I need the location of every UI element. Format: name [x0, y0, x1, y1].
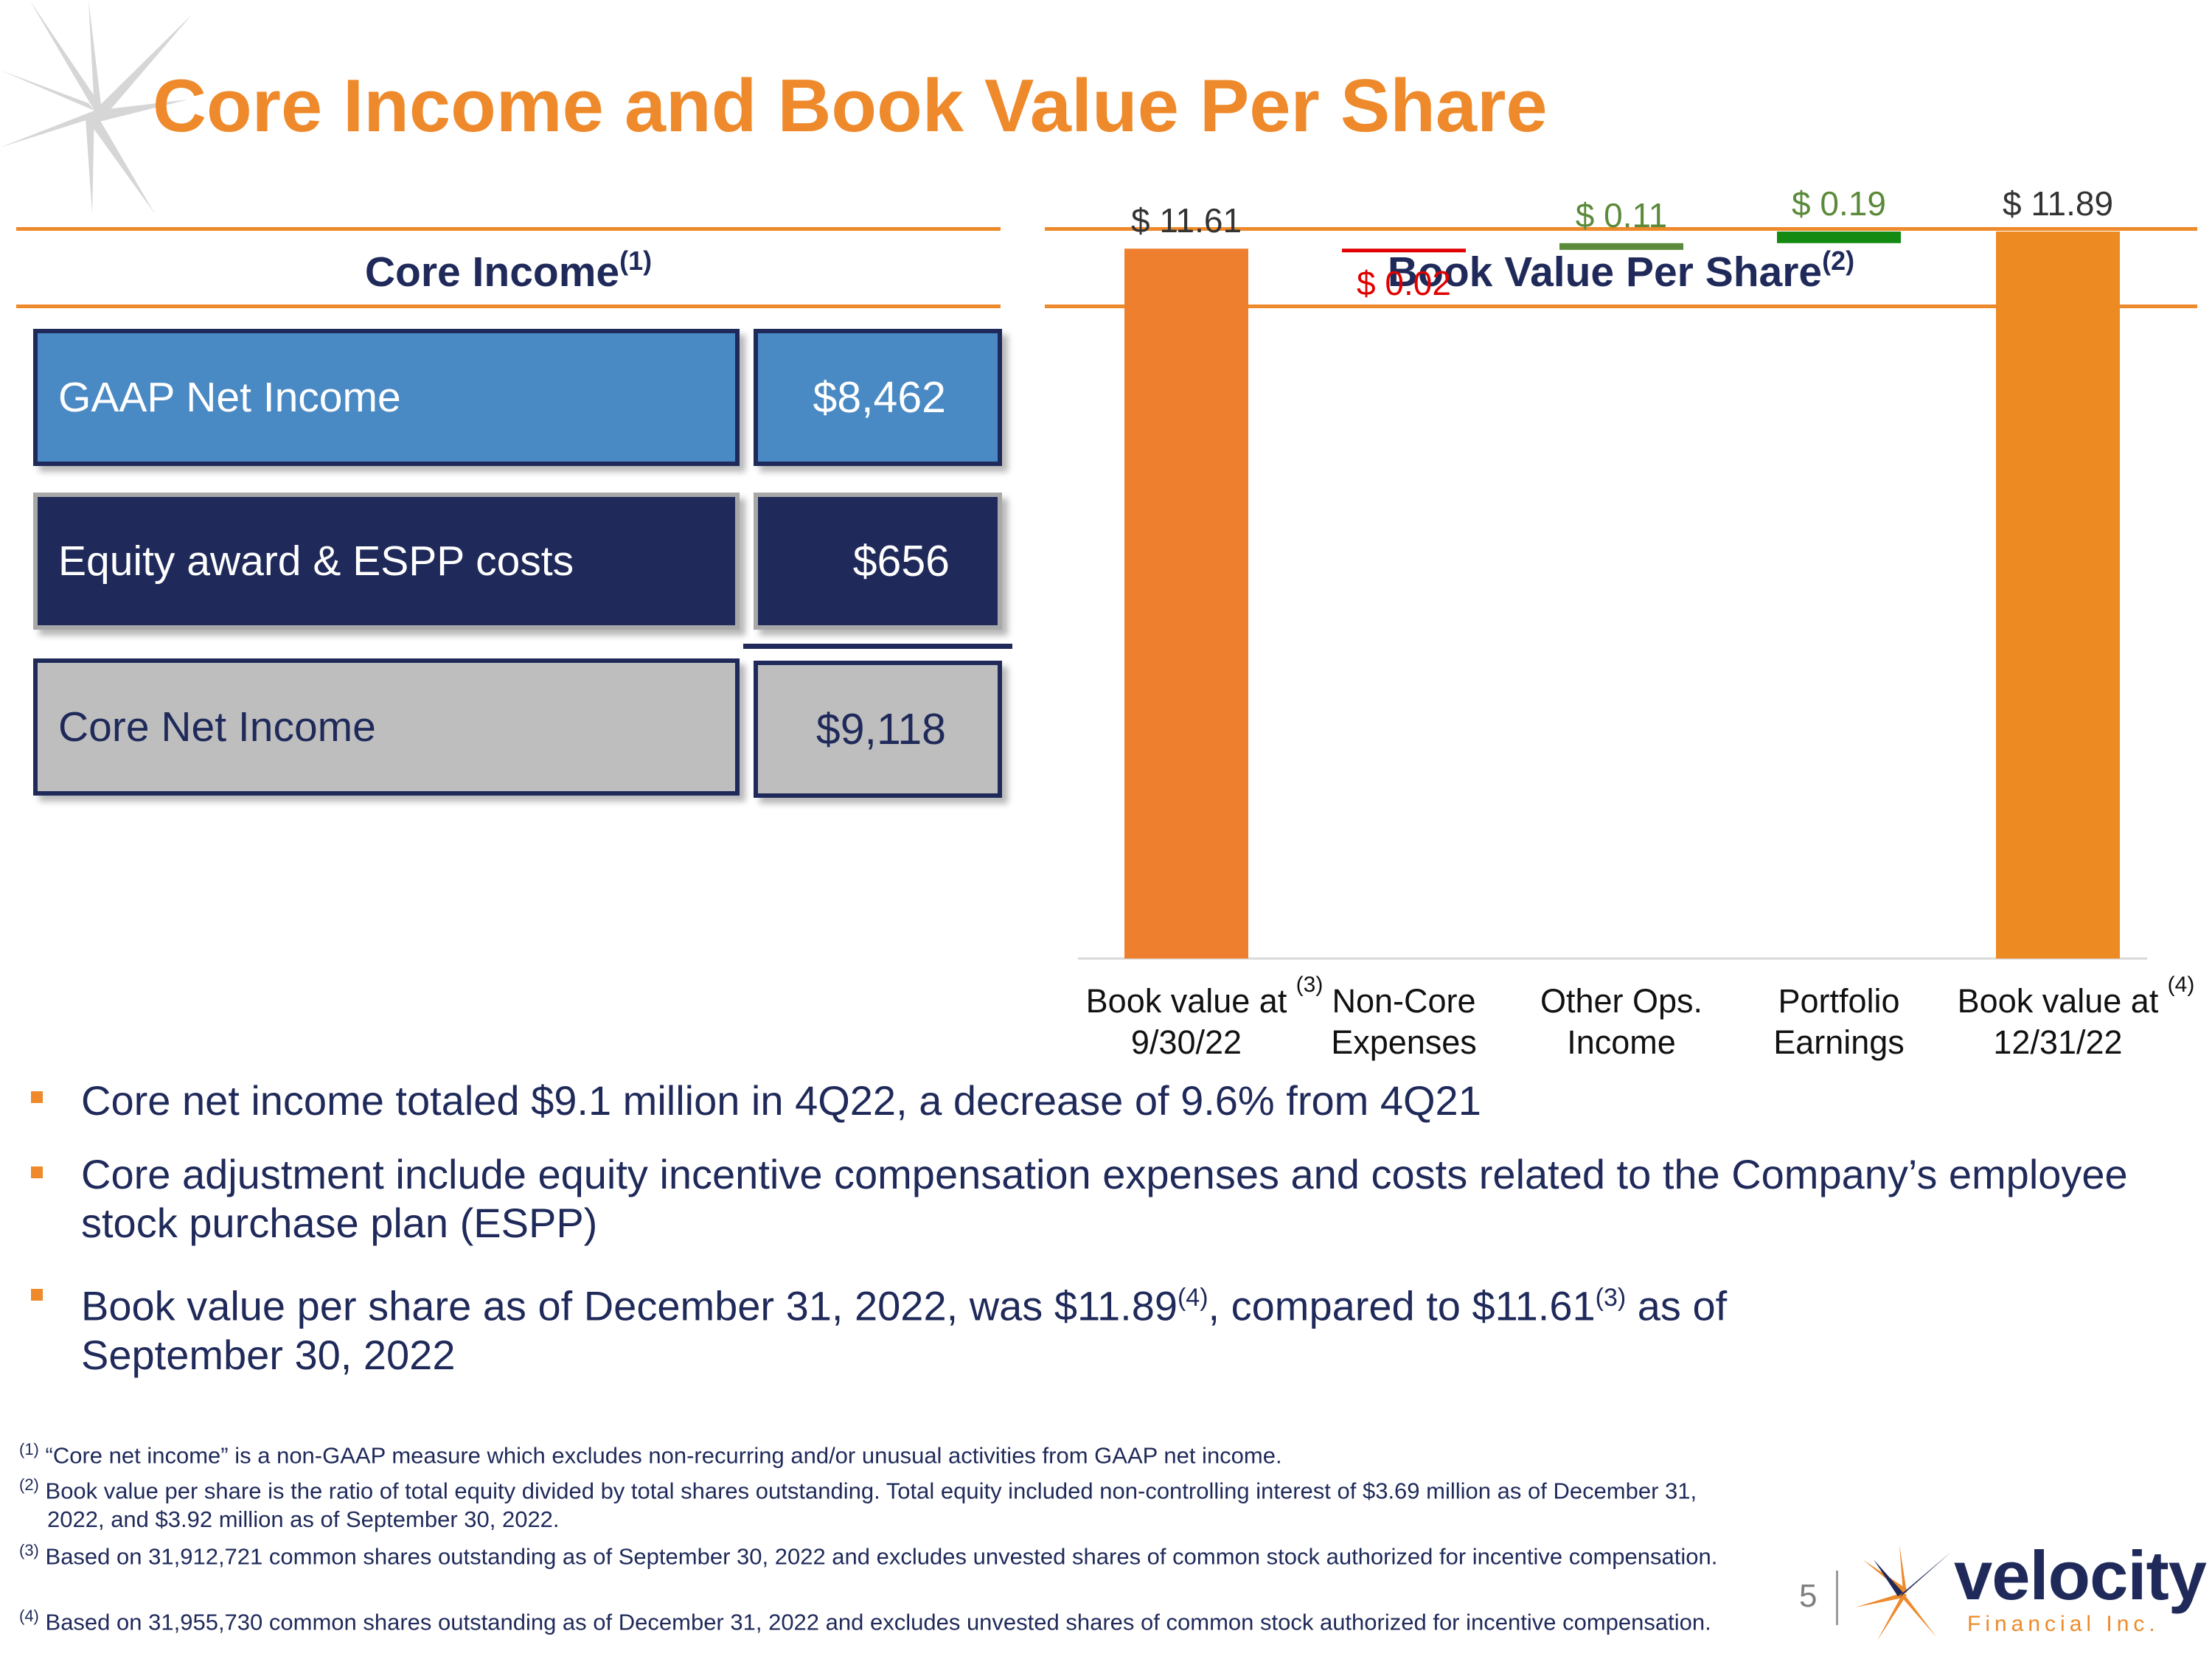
gaap-net-income-value: $8,462	[813, 373, 946, 422]
page-title: Core Income and Book Value Per Share	[153, 65, 1548, 147]
gaap-net-income-label-box: GAAP Net Income	[33, 329, 740, 466]
bullet-1: Core net income totaled $9.1 million in …	[81, 1077, 1481, 1124]
core-income-top-rule	[16, 227, 1001, 231]
page-number-divider	[1836, 1571, 1838, 1625]
category-label-4-line-2: Earnings	[1773, 1023, 1905, 1061]
footnote-1-marker: (1)	[19, 1440, 39, 1458]
core-net-income-label: Core Net Income	[58, 703, 376, 751]
category-sup-5: (4)	[2168, 973, 2195, 997]
core-income-bottom-rule	[16, 305, 1001, 308]
footnote-3-marker: (3)	[19, 1541, 39, 1559]
core-income-heading: Core Income(1)	[16, 246, 1001, 296]
book-value-heading-sup: (2)	[1822, 246, 1855, 276]
bullet-marker-1	[31, 1091, 43, 1103]
core-net-income-value-box: $9,118	[754, 661, 1002, 798]
category-label-4-line-1: Portfolio	[1778, 982, 1899, 1020]
page-number: 5	[1799, 1578, 1818, 1614]
bullet-3-sup-a: (4)	[1177, 1284, 1208, 1312]
data-label-5: $ 11.89	[2003, 184, 2113, 223]
core-income-heading-text: Core Income	[364, 248, 620, 296]
core-net-income-value: $9,118	[815, 705, 946, 754]
bullet-marker-3	[31, 1289, 43, 1301]
gaap-net-income-value-box: $8,462	[754, 329, 1002, 466]
category-label-3-line-1: Other Ops.	[1540, 982, 1703, 1020]
core-net-income-label-box: Core Net Income	[33, 658, 740, 796]
bullet-3-part-a: Book value per share as of December 31, …	[81, 1282, 1178, 1329]
bullet-3-sup-b: (3)	[1595, 1284, 1627, 1312]
bar-4	[1777, 232, 1901, 243]
book-value-heading-text: Book Value Per Share	[1387, 248, 1823, 296]
footnote-2: (2) Book value per share is the ratio of…	[19, 1470, 1728, 1534]
footnote-3-text: Based on 31,912,721 common shares outsta…	[45, 1543, 1718, 1570]
equity-award-label-box: Equity award & ESPP costs	[33, 493, 740, 630]
footnote-4-text: Based on 31,955,730 common shares outsta…	[45, 1609, 1711, 1635]
category-sup-1: (3)	[1296, 973, 1324, 997]
bullet-marker-2	[31, 1166, 43, 1178]
core-income-heading-sup: (1)	[619, 246, 653, 276]
category-label-1-line-1: Book value at	[1086, 982, 1287, 1020]
bar-5	[1996, 232, 2120, 959]
logo-tagline: Financial Inc.	[1967, 1612, 2160, 1636]
book-value-top-rule	[1045, 227, 2197, 231]
bar-1	[1124, 248, 1248, 959]
equity-award-value: $656	[852, 537, 950, 585]
category-label-5-line-2: 12/31/22	[1993, 1023, 2122, 1061]
bullet-3-part-b: , compared to $11.61	[1208, 1282, 1596, 1329]
bullet-3-part-c: as of September 30, 2022	[81, 1282, 1728, 1378]
bullet-3: Book value per share as of December 31, …	[81, 1273, 1851, 1380]
equity-award-label: Equity award & ESPP costs	[58, 538, 574, 585]
category-label-3-line-2: Income	[1567, 1023, 1676, 1061]
category-label-5-line-1: Book value at	[1958, 982, 2159, 1020]
starburst-decoration-icon	[0, 0, 192, 214]
sum-divider-line	[743, 644, 1012, 649]
footnote-1-text: “Core net income” is a non-GAAP measure …	[45, 1442, 1282, 1469]
footnote-2-text: Book value per share is the ratio of tot…	[45, 1478, 1697, 1533]
footnote-4-marker: (4)	[19, 1607, 39, 1625]
book-value-heading: Book Value Per Share(2)	[1045, 246, 2197, 296]
data-label-4: $ 0.19	[1792, 184, 1886, 223]
footnote-3: (3) Based on 31,912,721 common shares ou…	[19, 1536, 1743, 1571]
footnote-2-marker: (2)	[19, 1475, 39, 1494]
footnote-4: (4) Based on 31,955,730 common shares ou…	[19, 1601, 1736, 1636]
book-value-bottom-rule	[1045, 305, 2197, 308]
equity-award-value-box: $656	[754, 493, 1002, 630]
footnote-1: (1) “Core net income” is a non-GAAP meas…	[19, 1435, 1737, 1470]
category-label-2-line-2: Expenses	[1331, 1023, 1477, 1061]
category-label-1-line-2: 9/30/22	[1131, 1023, 1242, 1061]
data-label-1: $ 11.61	[1131, 201, 1242, 240]
logo-wordmark: velocity	[1954, 1537, 2207, 1614]
velocity-logo-icon	[1855, 1545, 1951, 1641]
category-label-2-line-1: Non-Core	[1332, 982, 1475, 1020]
gaap-net-income-label: GAAP Net Income	[58, 374, 401, 421]
bullet-2: Core adjustment include equity incentive…	[81, 1151, 2128, 1246]
